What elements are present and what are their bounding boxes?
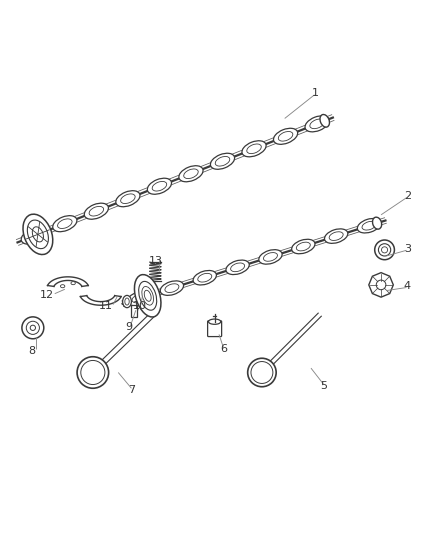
Ellipse shape	[210, 154, 235, 169]
Ellipse shape	[373, 217, 381, 229]
Ellipse shape	[134, 274, 161, 317]
Polygon shape	[81, 296, 121, 305]
Ellipse shape	[23, 214, 53, 255]
Text: 11: 11	[99, 301, 113, 311]
Ellipse shape	[259, 249, 282, 264]
Text: 4: 4	[404, 281, 411, 291]
Text: 12: 12	[40, 290, 54, 300]
Text: 2: 2	[404, 191, 411, 201]
Text: 5: 5	[321, 381, 328, 391]
Polygon shape	[381, 281, 393, 285]
Ellipse shape	[208, 319, 221, 324]
Ellipse shape	[71, 281, 75, 285]
Text: 9: 9	[126, 322, 133, 332]
Ellipse shape	[193, 270, 216, 285]
Polygon shape	[372, 276, 381, 285]
Polygon shape	[381, 285, 385, 297]
Ellipse shape	[374, 240, 395, 260]
Bar	[131, 305, 137, 317]
Ellipse shape	[357, 219, 381, 233]
Polygon shape	[369, 285, 381, 288]
Ellipse shape	[179, 166, 203, 182]
Ellipse shape	[84, 203, 109, 219]
FancyBboxPatch shape	[208, 321, 222, 336]
Ellipse shape	[325, 229, 348, 244]
Text: 3: 3	[404, 244, 411, 254]
Ellipse shape	[77, 357, 109, 388]
Ellipse shape	[21, 228, 46, 244]
Ellipse shape	[127, 292, 151, 306]
Ellipse shape	[53, 216, 77, 232]
Text: 8: 8	[28, 345, 35, 356]
Ellipse shape	[30, 325, 35, 330]
Text: 6: 6	[220, 344, 227, 354]
Text: 13: 13	[148, 256, 162, 266]
Text: 1: 1	[312, 88, 319, 99]
Ellipse shape	[305, 116, 329, 132]
Text: 10: 10	[133, 301, 147, 311]
Ellipse shape	[242, 141, 266, 157]
Polygon shape	[381, 285, 390, 294]
Polygon shape	[381, 276, 390, 285]
Polygon shape	[48, 277, 88, 286]
Ellipse shape	[247, 358, 276, 387]
Ellipse shape	[226, 260, 249, 274]
Polygon shape	[378, 273, 381, 285]
Text: 7: 7	[128, 385, 135, 395]
Ellipse shape	[147, 178, 172, 194]
Ellipse shape	[123, 295, 131, 308]
Ellipse shape	[273, 128, 298, 144]
Ellipse shape	[116, 191, 140, 207]
Ellipse shape	[320, 115, 329, 127]
Ellipse shape	[292, 239, 315, 254]
Polygon shape	[372, 285, 381, 294]
Ellipse shape	[160, 281, 184, 295]
Ellipse shape	[139, 281, 157, 310]
Ellipse shape	[60, 285, 65, 288]
Ellipse shape	[22, 317, 44, 339]
